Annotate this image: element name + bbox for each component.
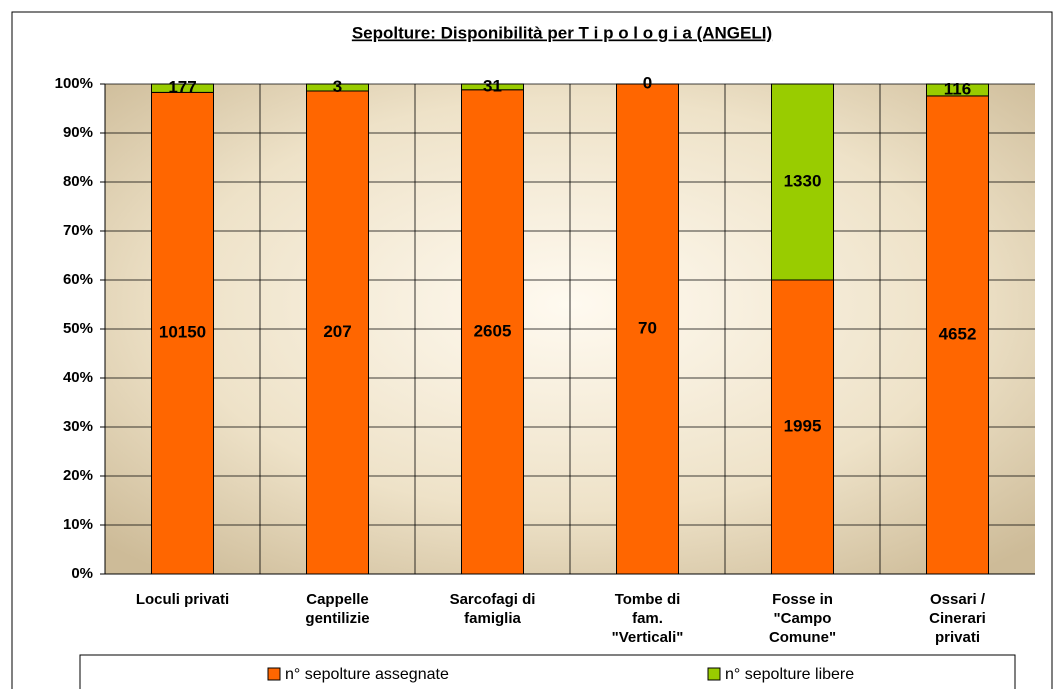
x-tick-label: Tombe di fam. "Verticali" bbox=[611, 591, 684, 646]
data-label: 4652 bbox=[939, 324, 977, 343]
y-tick-label: 40% bbox=[63, 369, 93, 386]
x-tick-label: Ossari / Cinerari privati bbox=[929, 591, 986, 646]
data-label: 31 bbox=[483, 76, 502, 95]
y-tick-label: 90% bbox=[63, 124, 93, 141]
x-tick-label: Cappelle gentilizie bbox=[305, 591, 370, 627]
data-label: 177 bbox=[168, 78, 196, 97]
y-tick-label: 20% bbox=[63, 467, 93, 484]
y-tick-label: 30% bbox=[63, 418, 93, 435]
bar-segment bbox=[306, 90, 369, 575]
y-tick-label: 80% bbox=[63, 173, 93, 190]
y-tick-label: 0% bbox=[71, 565, 93, 582]
data-label: 3 bbox=[333, 77, 342, 96]
data-label: 10150 bbox=[159, 323, 206, 342]
bar-segment bbox=[926, 83, 989, 97]
legend-box bbox=[79, 654, 1016, 689]
bar-segment bbox=[151, 83, 214, 93]
bar-segment bbox=[151, 91, 214, 575]
bar-segment bbox=[616, 83, 679, 575]
y-tick-label: 70% bbox=[63, 222, 93, 239]
legend-swatch bbox=[707, 667, 721, 681]
chart-frame bbox=[11, 11, 1053, 689]
data-label: 207 bbox=[323, 322, 351, 341]
legend-label: n° sepolture libere bbox=[725, 666, 854, 683]
bar-segment bbox=[461, 83, 524, 91]
x-tick-label: Sarcofagi di famiglia bbox=[449, 591, 536, 627]
y-tick-label: 50% bbox=[63, 320, 93, 337]
y-tick-label: 10% bbox=[63, 516, 93, 533]
bar-segment bbox=[461, 89, 524, 575]
data-label: 2605 bbox=[474, 321, 512, 340]
data-label: 70 bbox=[638, 318, 657, 337]
legend-swatch bbox=[267, 667, 281, 681]
x-tick-label: Fosse in "Campo Comune" bbox=[768, 591, 837, 646]
bar-segment bbox=[926, 95, 989, 575]
bar-segment bbox=[771, 83, 834, 281]
data-label: 1995 bbox=[784, 416, 822, 435]
bar-segment bbox=[306, 83, 369, 92]
data-label: 1330 bbox=[784, 171, 822, 190]
legend-label: n° sepolture assegnate bbox=[285, 666, 449, 683]
y-tick-label: 100% bbox=[55, 75, 93, 92]
data-label: 0 bbox=[643, 73, 652, 92]
bar-segment bbox=[771, 279, 834, 575]
chart-title: Sepolture: Disponibilità per T i p o l o… bbox=[352, 23, 772, 42]
data-label: 116 bbox=[944, 79, 971, 98]
x-tick-label: Loculi privati bbox=[135, 591, 230, 608]
y-tick-label: 60% bbox=[63, 271, 93, 288]
